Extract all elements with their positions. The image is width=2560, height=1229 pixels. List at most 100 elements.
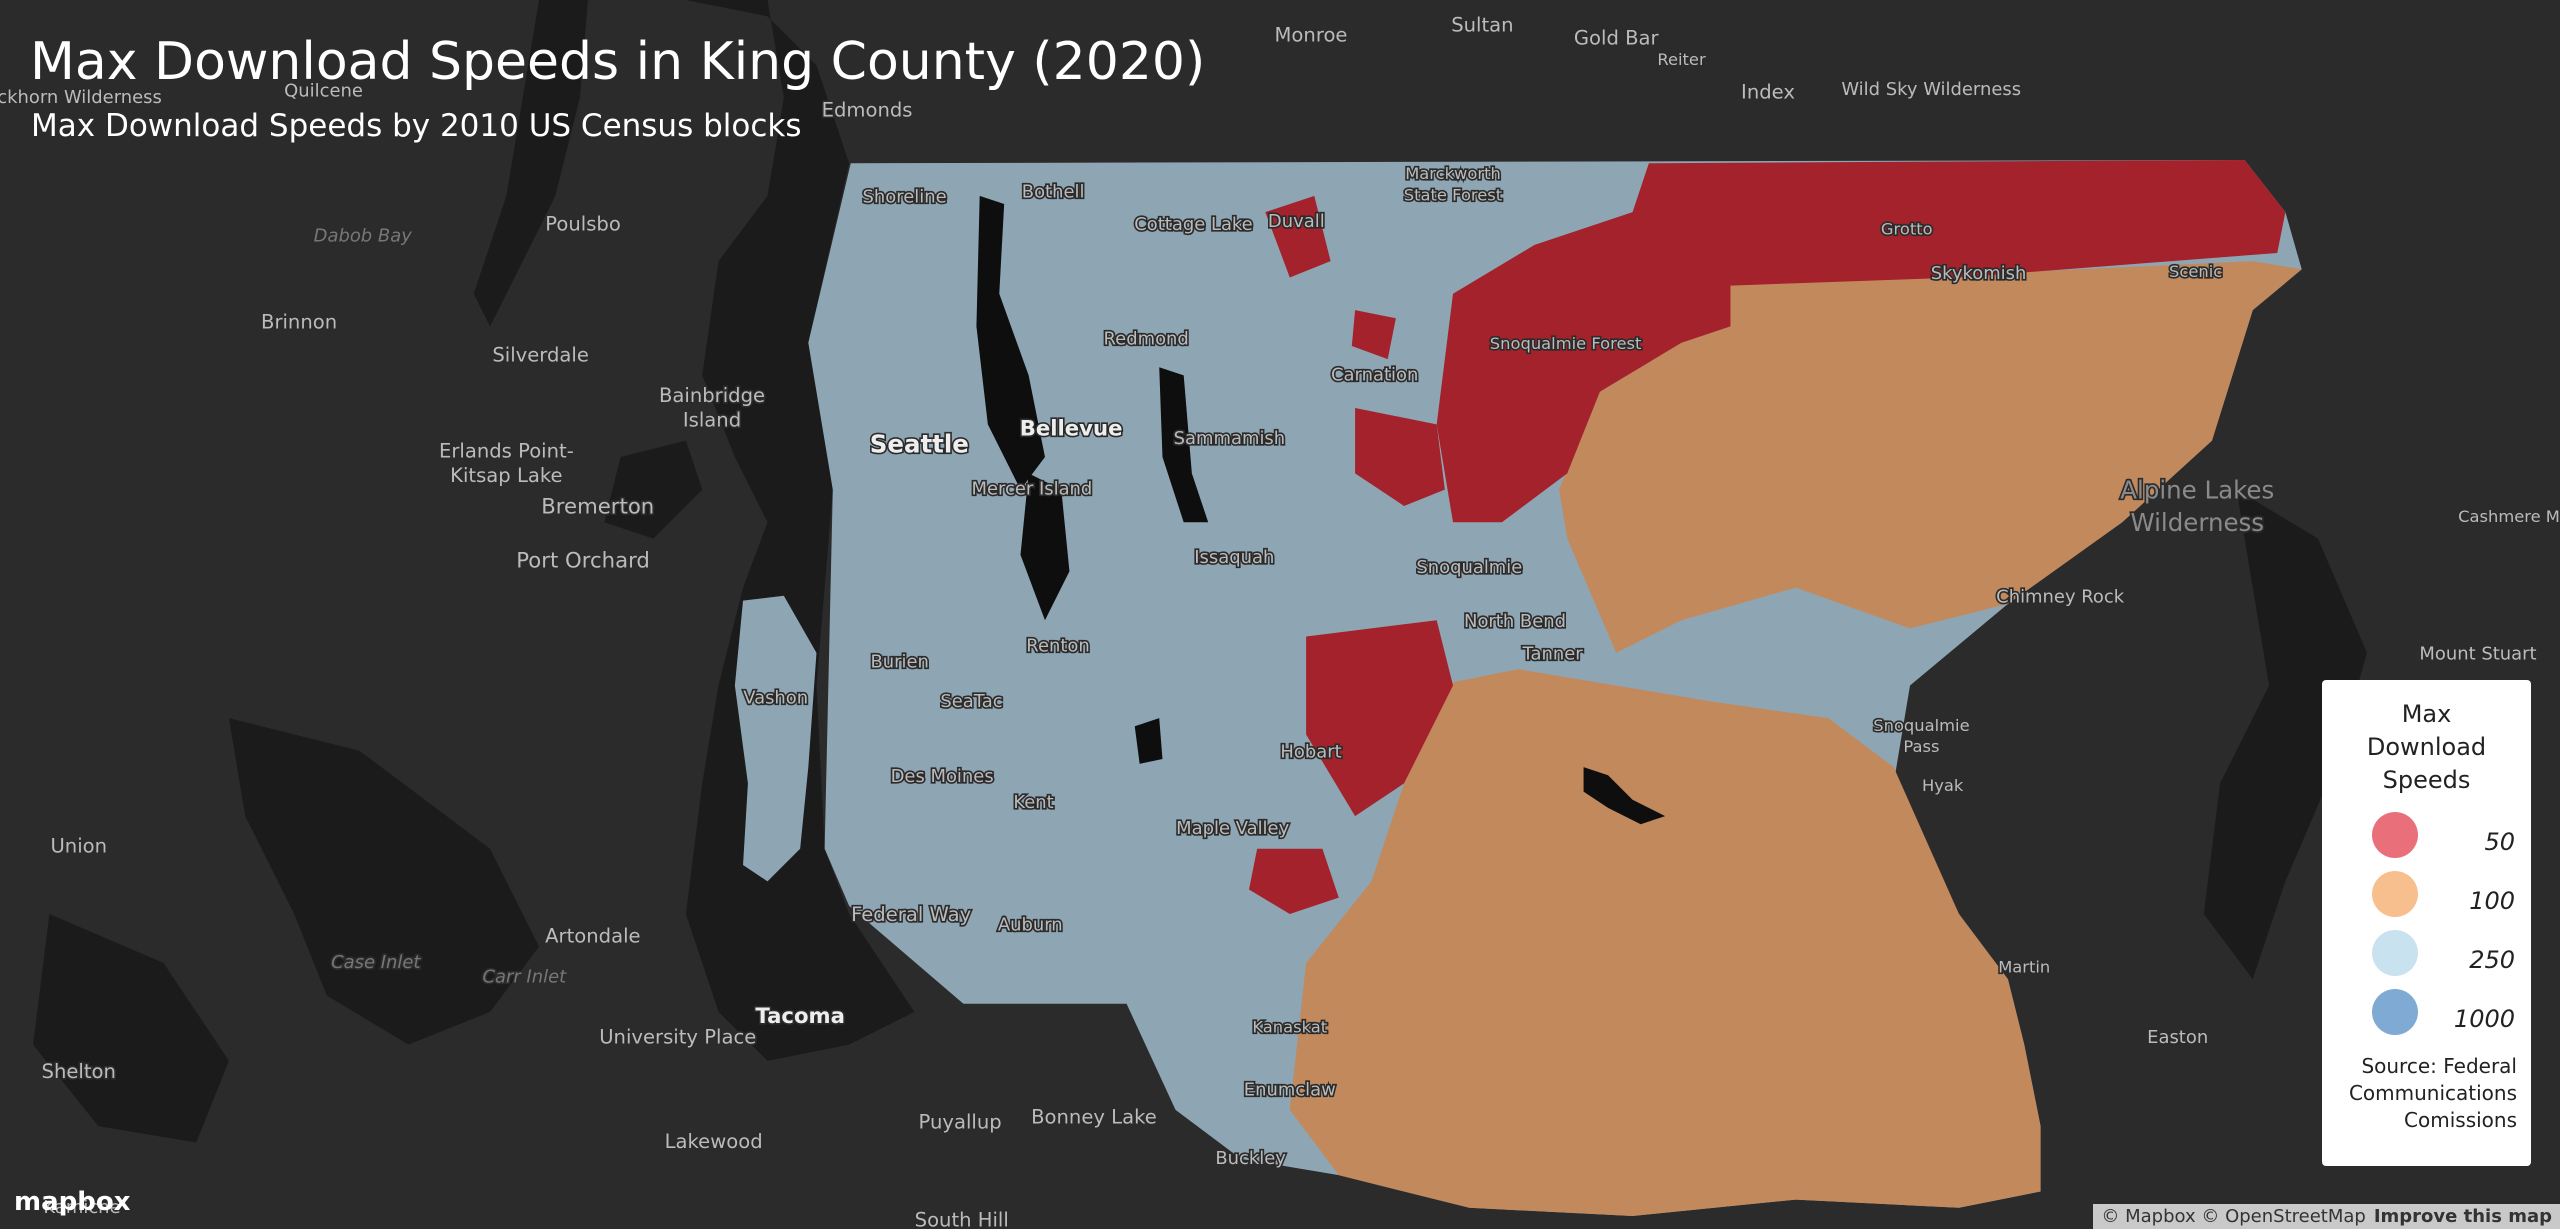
place-label: Vashon xyxy=(743,688,808,709)
place-label: South Hill xyxy=(915,1208,1009,1229)
place-label: uckhorn Wilderness xyxy=(0,87,162,108)
legend-title: Max Download Speeds xyxy=(2366,700,2487,794)
place-label: Bremerton xyxy=(541,495,654,520)
place-label: Gold Bar xyxy=(1574,27,1660,50)
legend-item: 250 xyxy=(2336,923,2517,982)
place-label: Issaquah xyxy=(1194,547,1274,568)
legend-item: 50 xyxy=(2336,805,2517,864)
place-label: SeaTac xyxy=(940,691,1002,712)
legend-item: 1000 xyxy=(2336,982,2517,1041)
place-label: Lakewood xyxy=(665,1130,763,1153)
place-label: Kent xyxy=(1013,792,1053,813)
place-label: Snoqualmie xyxy=(1873,716,1969,735)
place-label: Sammamish xyxy=(1174,428,1286,449)
legend-items: 50 100 250 1000 xyxy=(2336,805,2517,1041)
lakes xyxy=(976,195,1666,825)
legend-swatch xyxy=(2372,811,2418,858)
place-label: Grotto xyxy=(1881,220,1933,239)
attribution-text[interactable]: © Mapbox © OpenStreetMap xyxy=(2101,1206,2366,1227)
place-label: Chimney Rock xyxy=(1996,586,2125,607)
place-label: Alpine Lakes xyxy=(2120,475,2274,504)
place-label: Renton xyxy=(1026,635,1089,656)
improve-link[interactable]: Improve this map xyxy=(2373,1206,2552,1227)
place-label: Union xyxy=(50,835,107,858)
legend: Max Download Speeds 50 100 250 1000 Source:… xyxy=(2322,680,2531,1166)
legend-swatch xyxy=(2372,929,2418,976)
place-label: State Forest xyxy=(1404,185,1502,204)
place-label: Buckley xyxy=(1215,1148,1286,1169)
water xyxy=(33,0,2368,1143)
place-label: Bonney Lake xyxy=(1031,1106,1157,1129)
place-label: North Bend xyxy=(1464,611,1566,632)
place-label: Shelton xyxy=(42,1060,116,1083)
legend-swatch xyxy=(2372,988,2418,1035)
place-label: Scenic xyxy=(2169,262,2222,281)
place-label: Brinnon xyxy=(261,311,337,334)
legend-source: Source: Federal Communications Comission… xyxy=(2348,1054,2517,1132)
place-label: Index xyxy=(1741,81,1795,104)
legend-item: 100 xyxy=(2336,864,2517,923)
place-label: Marckworth xyxy=(1405,164,1501,183)
place-label: Island xyxy=(683,409,741,432)
place-label: Wilderness xyxy=(2130,508,2264,537)
place-label: Port Orchard xyxy=(516,548,650,573)
title: Max Download Speeds in King County (2020… xyxy=(30,32,1206,92)
place-label: Cottage Lake xyxy=(1134,214,1252,235)
place-label: Dabob Bay xyxy=(314,226,413,247)
place-label: Easton xyxy=(2147,1027,2208,1048)
place-label: Silverdale xyxy=(492,343,589,366)
legend-value: 100 xyxy=(2469,886,2515,915)
place-label: Cashmere M xyxy=(2458,507,2560,526)
place-label: Tanner xyxy=(1521,643,1583,664)
place-label: Skykomish xyxy=(1931,263,2027,284)
vashon-island xyxy=(734,595,817,882)
place-label: Des Moines xyxy=(891,766,994,787)
place-label: Bothell xyxy=(1022,182,1085,203)
place-label: Wild Sky Wilderness xyxy=(1841,79,2021,100)
place-label: Shoreline xyxy=(863,186,947,207)
place-label: Federal Way xyxy=(851,903,971,926)
place-label: Pass xyxy=(1903,737,1939,756)
place-label: Martin xyxy=(1998,957,2050,976)
place-label: Snoqualmie Forest xyxy=(1490,334,1642,353)
place-label: Puyallup xyxy=(919,1110,1002,1133)
legend-value: 50 xyxy=(2484,827,2515,856)
place-label: Mercer Island xyxy=(971,479,1092,500)
place-label: Tacoma xyxy=(755,1004,845,1029)
place-label: Sultan xyxy=(1451,14,1513,37)
place-label: University Place xyxy=(599,1026,756,1049)
place-label: Bainbridge xyxy=(659,384,765,407)
place-label: Carr Inlet xyxy=(482,967,567,988)
mapbox-logo[interactable]: mapbox xyxy=(14,1187,131,1217)
place-label: Kanaskat xyxy=(1252,1018,1327,1037)
place-label: Kitsap Lake xyxy=(450,464,562,487)
place-label: Auburn xyxy=(998,914,1063,935)
place-label: Carnation xyxy=(1331,364,1418,385)
place-label: Redmond xyxy=(1104,328,1189,349)
region-100 xyxy=(1289,261,2302,1216)
place-label: Reiter xyxy=(1657,50,1706,69)
subtitle: Max Download Speeds by 2010 US Census bl… xyxy=(31,108,802,144)
place-label: Duvall xyxy=(1268,211,1325,232)
place-label: Mount Stuart xyxy=(2419,643,2536,664)
place-label: Bellevue xyxy=(1020,416,1123,441)
legend-swatch xyxy=(2372,870,2418,917)
place-label: Case Inlet xyxy=(331,952,421,973)
place-label: Kamiche xyxy=(43,1197,120,1218)
place-label: Seattle xyxy=(870,430,969,459)
place-label: Maple Valley xyxy=(1176,818,1289,839)
place-label: Erlands Point- xyxy=(439,440,574,463)
place-label: Snoqualmie xyxy=(1416,557,1522,578)
attribution: © Mapbox © OpenStreetMap Improve this map xyxy=(2093,1204,2560,1229)
legend-value: 1000 xyxy=(2453,1004,2515,1033)
place-label: Quilcene xyxy=(284,80,363,101)
region-50 xyxy=(1248,159,2286,914)
place-label: Enumclaw xyxy=(1244,1079,1336,1100)
place-label: Hyak xyxy=(1922,776,1964,795)
legend-value: 250 xyxy=(2469,945,2515,974)
place-label: Monroe xyxy=(1275,23,1348,46)
place-label: Burien xyxy=(870,652,928,673)
place-label: Artondale xyxy=(545,924,640,947)
